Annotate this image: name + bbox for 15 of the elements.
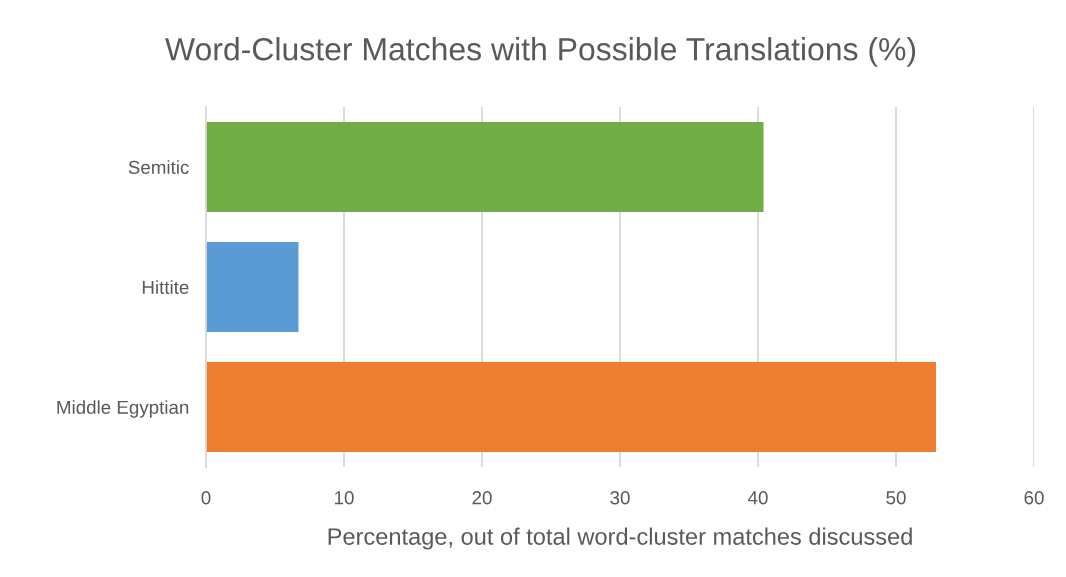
x-tick-label: 50 [886,491,906,505]
bar [206,242,299,332]
y-tick-label: Middle Egyptian [57,400,189,418]
y-tick-label: Hittite [142,280,189,294]
x-tick-label: 20 [472,491,492,505]
chart-title: Word-Cluster Matches with Possible Translations (%) [165,37,916,67]
x-axis-title: Percentage, out of total word-cluster matches discussed [328,527,912,550]
y-tick-label: Semitic [128,160,189,174]
x-tick-label: 10 [335,491,354,505]
x-tick-label: 40 [748,491,768,505]
x-tick-label: 0 [201,491,211,505]
x-tick-label: 30 [610,491,630,505]
bar [206,362,937,452]
x-tick-label: 60 [1024,491,1044,505]
bar [206,122,764,212]
